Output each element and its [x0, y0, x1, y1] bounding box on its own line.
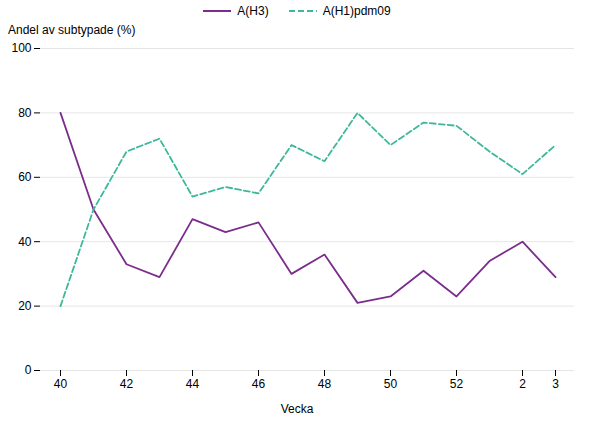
svg-text:46: 46 [252, 377, 266, 391]
html-text:A(H3): A(H3) [237, 4, 269, 18]
svg-text:44: 44 [186, 377, 200, 391]
svg-text:50: 50 [384, 377, 398, 391]
svg-text:48: 48 [318, 377, 332, 391]
html-text:Vecka: Vecka [280, 402, 314, 416]
svg-text:40: 40 [18, 235, 32, 249]
html-text:A(H1)pdm09: A(H1)pdm09 [322, 4, 391, 18]
svg-text:52: 52 [450, 377, 464, 391]
svg-text:20: 20 [18, 299, 32, 313]
svg-text:0: 0 [25, 363, 32, 377]
svg-text:42: 42 [120, 377, 134, 391]
svg-text:60: 60 [18, 170, 32, 184]
svg-text:80: 80 [18, 106, 32, 120]
svg-text:2: 2 [519, 377, 526, 391]
svg-text:3: 3 [552, 377, 559, 391]
html-text:Andel av subtypade (%): Andel av subtypade (%) [8, 23, 136, 37]
svg-text:40: 40 [54, 377, 68, 391]
svg-text:100: 100 [11, 41, 31, 55]
